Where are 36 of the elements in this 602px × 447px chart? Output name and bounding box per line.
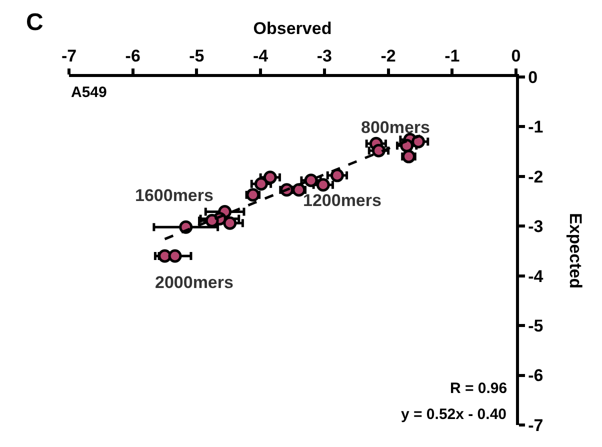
annotation: 800mers xyxy=(361,118,430,137)
point xyxy=(372,144,386,158)
y-tick-label: -2 xyxy=(528,167,544,186)
y-tick-label: -6 xyxy=(528,366,544,386)
y-tick-label: -4 xyxy=(528,266,544,286)
y-tick-label: -5 xyxy=(528,316,544,336)
point xyxy=(330,168,344,182)
point xyxy=(412,134,426,148)
annotation: 1600mers xyxy=(135,186,214,205)
point xyxy=(254,177,268,191)
annotation: A549 xyxy=(71,84,107,101)
point xyxy=(205,214,219,228)
point xyxy=(263,170,277,184)
x-tick-label: -3 xyxy=(316,46,332,66)
chart-title: C xyxy=(26,9,44,36)
x-tick-label: -2 xyxy=(380,46,396,66)
x-tick-label: -5 xyxy=(189,46,204,66)
y-axis-title: Expected xyxy=(566,212,586,289)
y-tick-label: -7 xyxy=(528,416,544,435)
y-tick-label: -1 xyxy=(528,118,544,137)
y-tick-label: 0 xyxy=(528,68,538,87)
y-tick-label: -3 xyxy=(528,217,544,236)
annotation: y = 0.52x - 0.40 xyxy=(401,406,506,423)
x-tick-label: -1 xyxy=(444,46,460,66)
point xyxy=(304,174,318,188)
annotation: 2000mers xyxy=(155,273,234,292)
x-tick-label: -6 xyxy=(125,46,140,66)
x-tick-label: -7 xyxy=(61,46,77,66)
x-tick-label: -4 xyxy=(253,46,269,66)
x-axis-title: Observed xyxy=(253,19,332,38)
annotation: R = 0.96 xyxy=(450,380,508,397)
point xyxy=(223,216,237,230)
annotation: 1200mers xyxy=(303,191,382,210)
point xyxy=(316,178,330,192)
x-tick-label: 0 xyxy=(511,46,521,66)
point xyxy=(168,249,182,263)
